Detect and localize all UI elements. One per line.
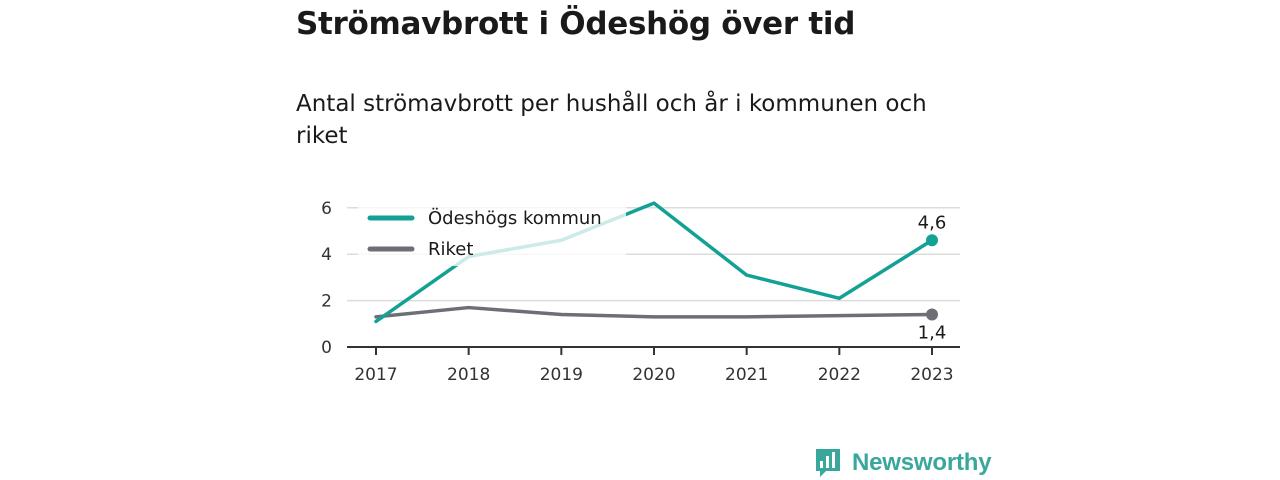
bar-chart-speech-bubble-icon	[816, 449, 840, 477]
x-tick-label: 2018	[447, 365, 490, 385]
y-axis-labels: 0 2 4 6	[321, 199, 332, 358]
x-tick-label: 2017	[354, 365, 397, 385]
x-tick-label: 2020	[632, 365, 675, 385]
legend: Ödeshögs kommun Riket	[358, 196, 626, 266]
series-line	[374, 305, 934, 319]
x-tick-label: 2019	[540, 365, 583, 385]
y-tick-label: 2	[321, 292, 332, 312]
x-tick-label: 2023	[910, 365, 953, 385]
x-axis-ticks: 2017 2018 2019 2020 2021 2022 2023	[354, 347, 954, 385]
series-end-point	[926, 308, 938, 321]
data-label: 1,4	[918, 323, 947, 344]
data-label: 4,6	[918, 212, 947, 233]
chart-title: Strömavbrott i Ödeshög över tid	[296, 6, 856, 42]
chart-subtitle: Antal strömavbrott per hushåll och år i …	[296, 91, 927, 149]
x-tick-label: 2021	[725, 365, 768, 385]
y-tick-label: 6	[321, 199, 332, 219]
newsworthy-logo: Newsworthy	[814, 446, 992, 480]
y-tick-label: 0	[321, 338, 332, 358]
legend-label: Riket	[428, 239, 473, 260]
y-tick-label: 4	[321, 245, 332, 265]
x-tick-label: 2022	[818, 365, 861, 385]
legend-background	[358, 196, 626, 266]
end-labels: 4,6 1,4	[918, 212, 947, 343]
legend-label: Ödeshögs kommun	[428, 207, 602, 229]
brand-name: Newsworthy	[852, 449, 992, 476]
series-end-point	[926, 234, 938, 247]
